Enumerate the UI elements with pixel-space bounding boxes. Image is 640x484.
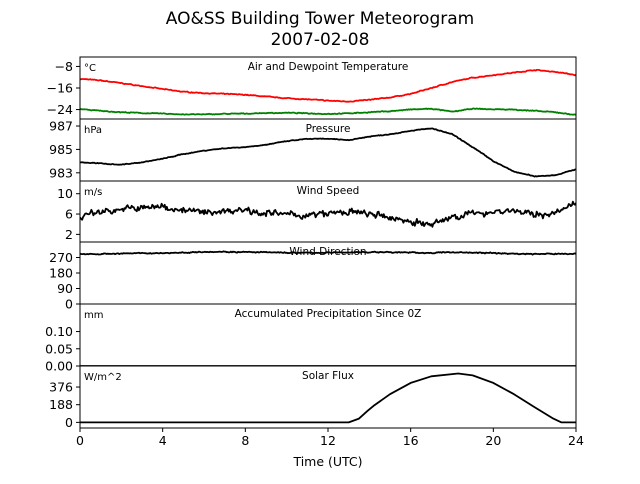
panel-5: 0.10 0.05 0.00 mm Accumulated Precipitation … (45, 303, 577, 374)
panel-title: Pressure (306, 123, 351, 135)
y-tick-label: 0 (65, 297, 73, 312)
unit-label: mm (84, 310, 103, 321)
y-tick-label: 6 (65, 207, 73, 222)
series-line-1 (80, 372, 576, 424)
y-tick-label: 987 (49, 119, 73, 134)
series-line-1 (80, 127, 576, 178)
series-line-1 (80, 250, 576, 256)
y-tick-label: −16 (47, 81, 73, 96)
y-tick-label: 0.05 (45, 341, 73, 356)
x-axis-label: Time (UTC) (292, 454, 362, 469)
x-tick-label: 16 (403, 433, 419, 448)
y-tick-label: 0.10 (45, 324, 73, 339)
series-line-1 (80, 69, 576, 103)
panel-1: −8 −16 −24 °C Air and Dewpoint Temperature (47, 56, 577, 120)
y-tick-label: 90 (57, 281, 73, 296)
panel-title: Wind Speed (297, 185, 360, 197)
x-tick-label: 20 (485, 433, 501, 448)
unit-label: m/s (84, 187, 102, 198)
x-tick-label: 12 (320, 433, 336, 448)
panel-6: 376 188 0 W/m^2 Solar Flux (49, 365, 577, 430)
x-tick-label: 4 (159, 433, 167, 448)
unit-label: hPa (84, 125, 102, 136)
y-tick-label: 10 (57, 186, 73, 201)
x-axis: 0 4 8 12 16 20 24 (76, 428, 584, 448)
y-tick-label: 270 (49, 250, 73, 265)
y-tick-label: 2 (65, 227, 73, 242)
y-tick-label: 180 (49, 266, 73, 281)
y-tick-label: −8 (55, 59, 73, 74)
panels-group: −8 −16 −24 °C Air and Dewpoint Temperature 98… (45, 56, 584, 448)
y-tick-label: 376 (49, 380, 73, 395)
panel-title: Solar Flux (302, 370, 354, 382)
y-tick-label: 0.00 (45, 359, 73, 374)
x-tick-label: 0 (76, 433, 84, 448)
x-tick-label: 8 (241, 433, 249, 448)
unit-label: W/m^2 (84, 372, 122, 383)
x-tick-label: 24 (568, 433, 584, 448)
series-line-1 (80, 200, 576, 228)
y-tick-label: −24 (47, 102, 73, 117)
panel-title: Accumulated Precipitation Since 0Z (235, 308, 422, 320)
panel-2: 987 985 983 hPa Pressure (49, 118, 577, 182)
panel-title: Air and Dewpoint Temperature (248, 61, 409, 73)
y-tick-label: 0 (65, 415, 73, 430)
figure-title: AO&SS Building Tower Meteorogram (166, 9, 474, 29)
unit-label: °C (84, 63, 96, 74)
y-tick-label: 985 (49, 142, 73, 157)
panel-title: Wind Direction (289, 246, 366, 258)
panel-3: 10 6 2 m/s Wind Speed (57, 180, 577, 243)
y-tick-label: 188 (49, 397, 73, 412)
figure-date: 2007-02-08 (271, 30, 370, 50)
y-tick-label: 983 (49, 165, 73, 180)
series-line-2 (80, 107, 576, 116)
